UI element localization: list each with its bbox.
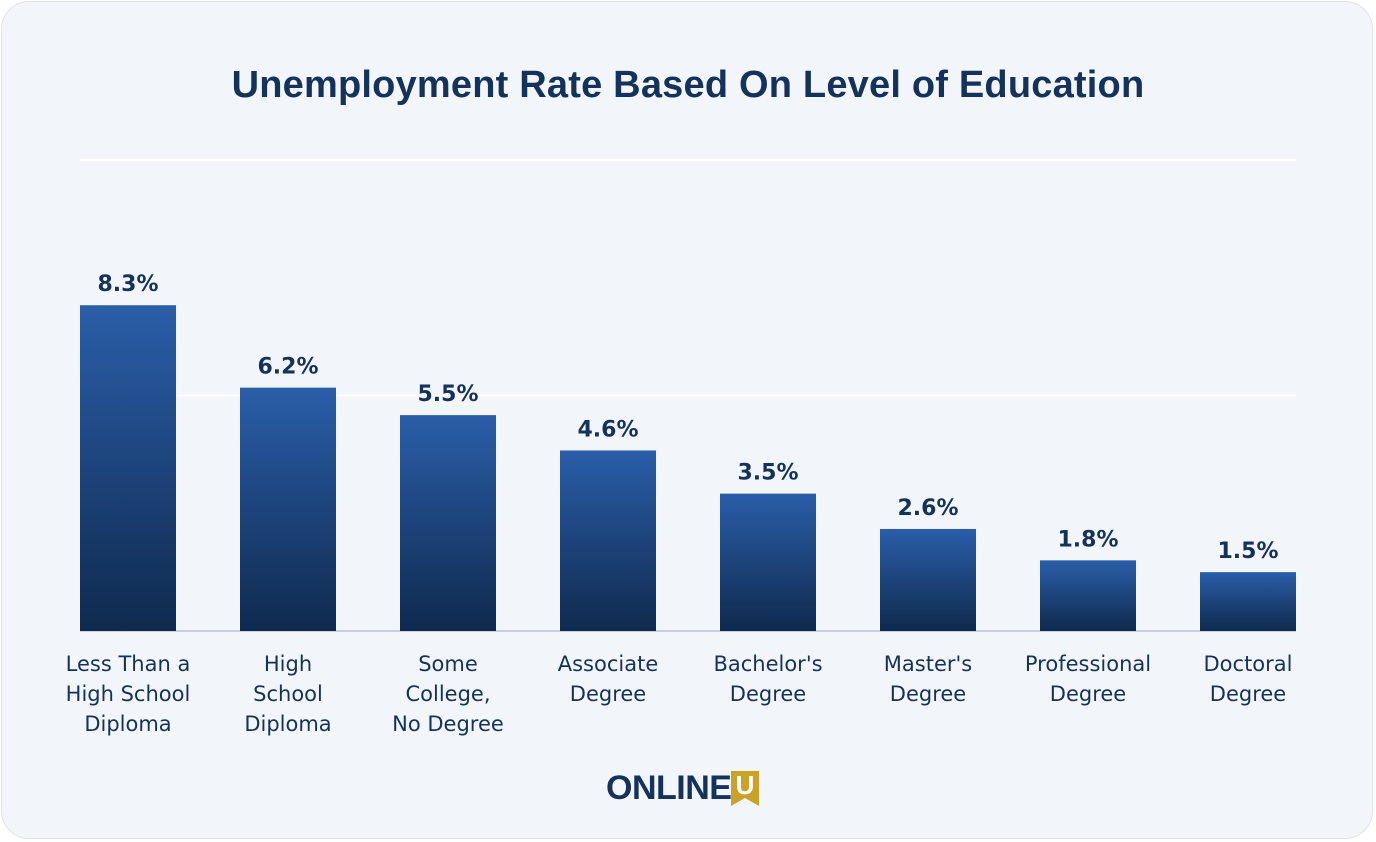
x-tick-label: Some College, No Degree (392, 652, 504, 736)
x-tick-label: Bachelor's Degree (713, 652, 822, 706)
logo-mark-letter: U (736, 770, 755, 800)
chart-title: Unemployment Rate Based On Level of Educ… (231, 64, 1145, 106)
bar (1200, 572, 1296, 631)
bar-value-label: 2.6% (897, 496, 958, 521)
bar (80, 305, 176, 631)
bar (1040, 560, 1136, 631)
bar-value-label: 5.5% (417, 382, 478, 407)
bar-value-label: 8.3% (97, 272, 158, 297)
onlineu-logo: ONLINE U (606, 768, 760, 808)
bar (560, 450, 656, 631)
value-labels: 8.3% 6.2% 5.5% 4.6% 3.5% 2.6% 1.8% 1.5% (97, 272, 1278, 564)
x-tick-label: High School Diploma (244, 652, 331, 736)
bar (240, 387, 336, 631)
logo-u-mark-icon: U (731, 770, 760, 806)
x-tick-label: Master's Degree (884, 652, 972, 706)
bar (880, 528, 976, 631)
x-tick-label: Associate Degree (558, 652, 659, 706)
bars (80, 305, 1296, 631)
bar-value-label: 4.6% (577, 417, 638, 442)
bar-value-label: 6.2% (257, 355, 318, 380)
x-tick-label: Less Than a High School Diploma (66, 652, 191, 736)
x-tick-label: Doctoral Degree (1204, 652, 1293, 706)
bar (720, 493, 816, 631)
x-tick-label: Professional Degree (1025, 652, 1151, 706)
bar-value-label: 1.8% (1057, 527, 1118, 552)
x-tick-labels: Less Than a High School Diploma High School D… (66, 652, 1293, 736)
bar-value-label: 3.5% (737, 461, 798, 486)
bar (400, 415, 496, 631)
bar-value-label: 1.5% (1217, 539, 1278, 564)
logo-text: ONLINE (606, 769, 732, 807)
